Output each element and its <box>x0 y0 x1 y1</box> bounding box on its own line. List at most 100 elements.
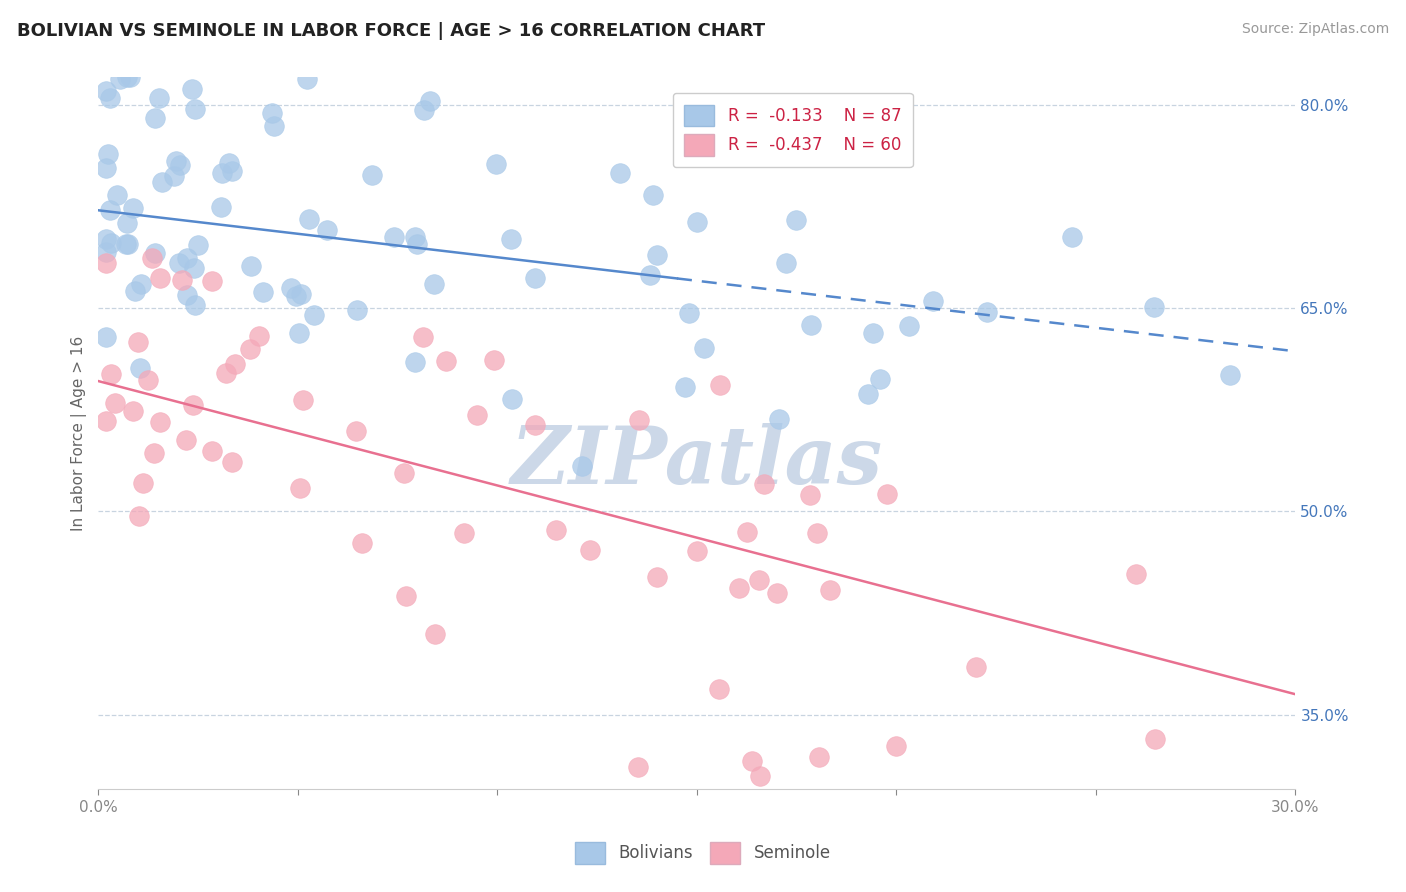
Point <box>183 298 205 312</box>
Text: BOLIVIAN VS SEMINOLE IN LABOR FORCE | AGE > 16 CORRELATION CHART: BOLIVIAN VS SEMINOLE IN LABOR FORCE | AG… <box>17 22 765 40</box>
Point <box>392 466 415 480</box>
Point <box>100 235 122 250</box>
Text: ZIPatlas: ZIPatlas <box>510 423 883 500</box>
Point <box>856 386 879 401</box>
Point <box>768 412 790 426</box>
Point <box>115 216 138 230</box>
Point <box>280 281 302 295</box>
Point <box>165 154 187 169</box>
Point <box>221 164 243 178</box>
Point <box>647 248 669 262</box>
Point <box>96 232 118 246</box>
Point <box>1062 230 1084 244</box>
Point <box>405 236 427 251</box>
Point <box>105 188 128 202</box>
Point <box>346 424 368 438</box>
Point <box>187 238 209 252</box>
Point <box>298 212 321 227</box>
Point <box>263 119 285 133</box>
Point <box>129 277 152 291</box>
Text: Source: ZipAtlas.com: Source: ZipAtlas.com <box>1241 22 1389 37</box>
Point <box>169 158 191 172</box>
Point <box>96 255 118 269</box>
Point <box>419 94 441 108</box>
Point <box>211 166 233 180</box>
Point <box>180 82 202 96</box>
Point <box>346 303 368 318</box>
Point <box>209 200 232 214</box>
Point <box>141 251 163 265</box>
Point <box>785 213 807 227</box>
Point <box>218 156 240 170</box>
Point <box>382 229 405 244</box>
Point <box>247 328 270 343</box>
Point <box>162 169 184 184</box>
Point <box>1125 566 1147 581</box>
Point <box>252 285 274 299</box>
Point <box>806 525 828 540</box>
Point <box>110 71 132 86</box>
Point <box>297 72 319 87</box>
Point <box>150 175 173 189</box>
Point <box>128 509 150 524</box>
Point <box>98 202 121 217</box>
Point <box>136 373 159 387</box>
Point <box>707 682 730 697</box>
Point <box>104 396 127 410</box>
Point <box>775 256 797 270</box>
Point <box>114 236 136 251</box>
Point <box>117 236 139 251</box>
Point <box>350 536 373 550</box>
Point <box>143 246 166 260</box>
Point <box>127 335 149 350</box>
Point <box>142 446 165 460</box>
Point <box>741 754 763 768</box>
Point <box>413 103 436 117</box>
Point <box>122 201 145 215</box>
Point <box>291 393 314 408</box>
Point <box>627 760 650 774</box>
Point <box>128 361 150 376</box>
Point <box>673 380 696 394</box>
Point <box>302 308 325 322</box>
Point <box>167 256 190 270</box>
Point <box>288 482 311 496</box>
Point <box>799 488 821 502</box>
Point <box>404 229 426 244</box>
Point <box>686 544 709 558</box>
Point <box>752 476 775 491</box>
Point <box>749 769 772 783</box>
Point <box>869 372 891 386</box>
Point <box>766 585 789 599</box>
Point <box>807 750 830 764</box>
Point <box>184 102 207 116</box>
Point <box>395 589 418 603</box>
Point <box>485 157 508 171</box>
Legend: R =  -0.133    N = 87, R =  -0.437    N = 60: R = -0.133 N = 87, R = -0.437 N = 60 <box>672 93 912 168</box>
Point <box>818 583 841 598</box>
Point <box>239 342 262 356</box>
Point <box>143 111 166 125</box>
Point <box>124 285 146 299</box>
Point <box>412 330 434 344</box>
Point <box>484 353 506 368</box>
Point <box>501 232 523 246</box>
Point <box>965 659 987 673</box>
Point <box>501 392 523 407</box>
Point <box>148 91 170 105</box>
Point <box>361 168 384 182</box>
Point <box>201 444 224 458</box>
Point <box>685 214 707 228</box>
Point <box>1143 300 1166 314</box>
Point <box>115 70 138 85</box>
Point <box>290 287 312 301</box>
Point <box>404 355 426 369</box>
Point <box>1219 368 1241 383</box>
Point <box>96 414 118 428</box>
Point <box>96 84 118 98</box>
Point <box>748 573 770 587</box>
Point <box>643 188 665 202</box>
Point <box>174 433 197 447</box>
Legend: Bolivians, Seminole: Bolivians, Seminole <box>569 836 837 871</box>
Point <box>876 487 898 501</box>
